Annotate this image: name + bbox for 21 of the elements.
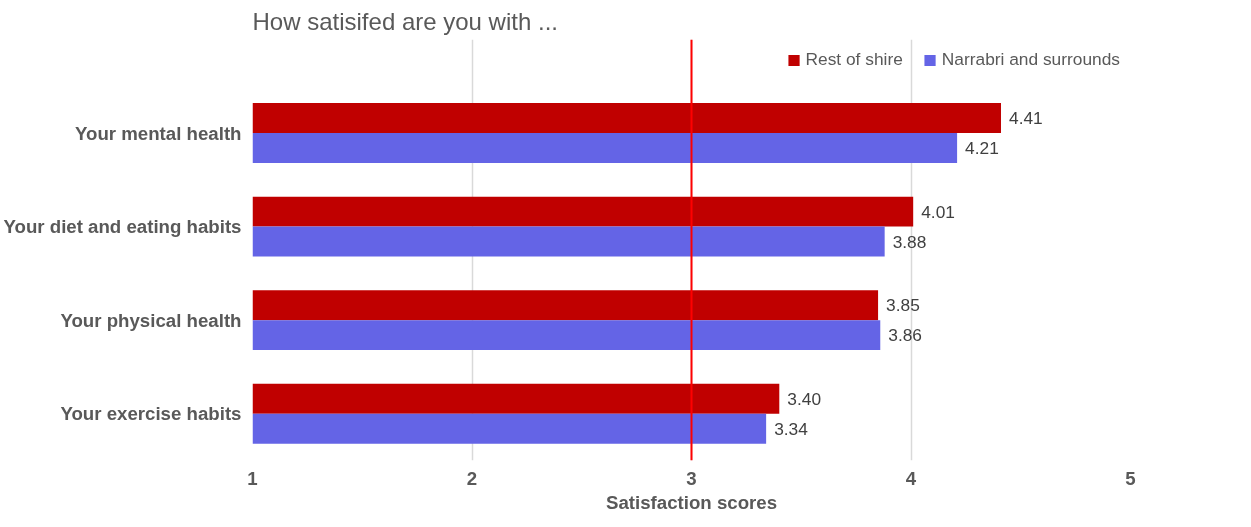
- data-label: 3.40: [787, 388, 822, 409]
- x-tick-label: 4: [905, 467, 917, 489]
- y-tick-label: Your mental health: [74, 122, 242, 144]
- data-label: 3.88: [892, 231, 927, 252]
- data-label: 3.34: [774, 418, 809, 439]
- data-label: 3.85: [886, 295, 920, 316]
- x-axis-title: Satisfaction scores: [605, 491, 778, 513]
- x-tick-label: 2: [466, 467, 478, 489]
- data-label: 4.01: [921, 201, 955, 222]
- y-tick-label: Your physical health: [60, 309, 242, 331]
- legend-label: Rest of shire: [805, 49, 903, 70]
- y-tick-label: Your exercise habits: [60, 403, 242, 425]
- x-tick-label: 5: [1125, 467, 1136, 489]
- data-label: 4.21: [965, 138, 999, 159]
- x-tick-label: 1: [247, 467, 258, 489]
- chart-title: How satisifed are you with ...: [252, 7, 558, 35]
- y-tick-label: Your diet and eating habits: [3, 216, 242, 238]
- legend-label: Narrabri and surrounds: [941, 49, 1120, 70]
- data-label: 4.41: [1008, 108, 1043, 129]
- x-tick-label: 3: [686, 467, 697, 489]
- data-label: 3.86: [888, 325, 922, 346]
